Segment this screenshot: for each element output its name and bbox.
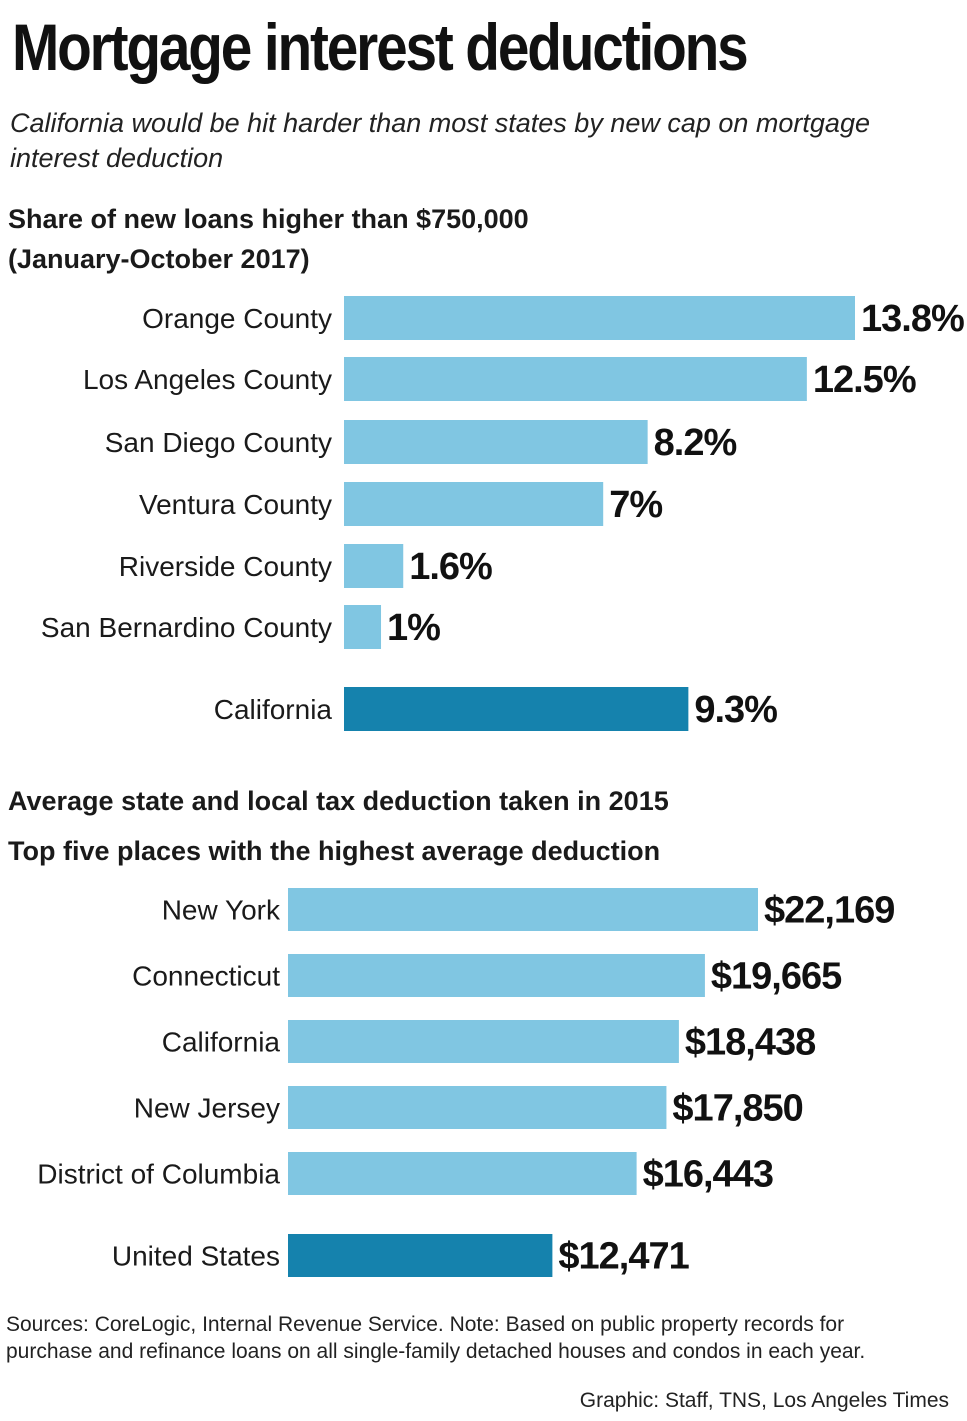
page-title: Mortgage interest deductions <box>12 10 749 84</box>
loans-bar-6 <box>344 687 689 731</box>
salt-category-label-0: New York <box>162 895 281 926</box>
salt-bar-0 <box>288 888 758 931</box>
loans-category-label-5: San Bernardino County <box>41 612 332 643</box>
salt-category-label-4: District of Columbia <box>37 1159 280 1190</box>
loans-category-label-2: San Diego County <box>105 427 332 458</box>
loans-category-label-0: Orange County <box>142 303 332 334</box>
salt-bar-chart: New York $22,169 Connecticut $19,665 Califor… <box>0 880 967 1290</box>
chart1-subtitle: (January-October 2017) <box>8 244 310 274</box>
loans-bar-chart: Orange County 13.8% Los Angeles County 12.5… <box>0 290 967 740</box>
salt-value-label-1: $19,665 <box>711 956 842 998</box>
loans-value-label-4: 1.6% <box>409 546 492 588</box>
loans-bar-2 <box>344 420 648 464</box>
loans-category-label-6: California <box>214 694 333 725</box>
chart1-title: Share of new loans higher than $750,000 <box>8 204 529 234</box>
salt-value-label-0: $22,169 <box>764 890 894 932</box>
salt-bar-4 <box>288 1152 637 1195</box>
salt-bar-3 <box>288 1086 667 1129</box>
loans-value-label-2: 8.2% <box>654 422 737 464</box>
chart2-subtitle: Top five places with the highest average… <box>8 836 661 866</box>
loans-category-label-1: Los Angeles County <box>83 364 332 395</box>
loans-bar-3 <box>344 482 604 526</box>
loans-value-label-1: 12.5% <box>813 359 916 401</box>
loans-value-label-0: 13.8% <box>861 298 964 340</box>
chart2-title: Average state and local tax deduction ta… <box>8 786 669 816</box>
salt-value-label-4: $16,443 <box>643 1154 773 1196</box>
loans-bar-4 <box>344 544 404 588</box>
salt-bar-1 <box>288 954 705 997</box>
salt-bar-chart-svg: New York $22,169 Connecticut $19,665 Califor… <box>37 888 895 1278</box>
salt-category-label-3: New Jersey <box>134 1093 280 1124</box>
salt-category-label-5: United States <box>112 1241 280 1272</box>
loans-value-label-6: 9.3% <box>694 689 777 731</box>
salt-category-label-2: California <box>162 1027 281 1058</box>
loans-category-label-3: Ventura County <box>139 489 332 520</box>
loans-category-label-4: Riverside County <box>119 551 332 582</box>
sources-note: Sources: CoreLogic, Internal Revenue Ser… <box>6 1313 866 1363</box>
salt-value-label-2: $18,438 <box>685 1022 815 1064</box>
graphic-credit: Graphic: Staff, TNS, Los Angeles Times <box>579 1389 949 1412</box>
page-subtitle: California would be hit harder than most… <box>10 108 870 173</box>
salt-value-label-5: $12,471 <box>558 1236 689 1278</box>
loans-bar-1 <box>344 357 807 401</box>
loans-value-label-5: 1% <box>387 607 440 649</box>
loans-value-label-3: 7% <box>609 484 662 526</box>
loans-bar-5 <box>344 605 382 649</box>
loans-bar-chart-svg: Orange County 13.8% Los Angeles County 12.5… <box>41 296 965 731</box>
salt-bar-2 <box>288 1020 679 1063</box>
salt-value-label-3: $17,850 <box>672 1088 802 1130</box>
salt-bar-5 <box>288 1234 553 1277</box>
loans-bar-0 <box>344 296 855 340</box>
salt-category-label-1: Connecticut <box>132 961 280 992</box>
